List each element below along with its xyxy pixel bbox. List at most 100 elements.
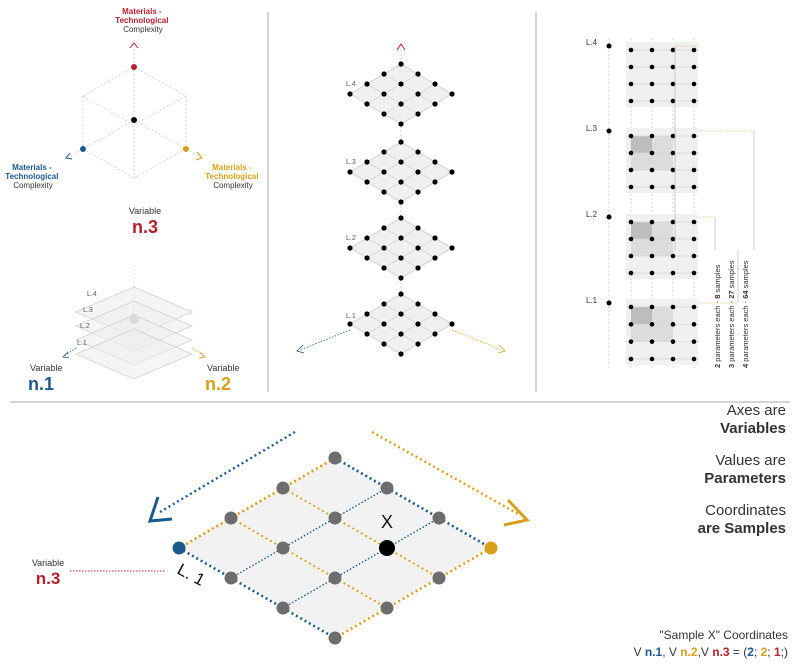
right-sample-point bbox=[649, 98, 655, 104]
middle-sample-point bbox=[415, 91, 421, 97]
middle-grid-line bbox=[383, 313, 436, 345]
svg-text:L.4: L.4 bbox=[346, 81, 356, 88]
right-sample-point bbox=[628, 184, 634, 190]
middle-sample-point bbox=[415, 245, 421, 251]
right-sample-point bbox=[649, 356, 655, 362]
right-sample-point bbox=[691, 64, 697, 70]
middle-sample-point bbox=[398, 311, 404, 317]
middle-sample-point bbox=[381, 301, 387, 307]
middle-layer-plane bbox=[349, 217, 453, 279]
middle-sample-point bbox=[449, 245, 455, 251]
right-sample-point bbox=[670, 98, 676, 104]
small-layer-labels: L.4 L.3 L.2 L.1 bbox=[77, 291, 97, 347]
large-sample-point bbox=[432, 511, 446, 525]
large-grid-line-b bbox=[334, 546, 492, 640]
right-layer-block bbox=[626, 42, 698, 107]
right-sample-point bbox=[628, 167, 634, 173]
middle-grid-line bbox=[366, 83, 419, 115]
middle-sample-point bbox=[398, 159, 404, 165]
note-3-params: 3 parameters each - 27 samples bbox=[727, 260, 736, 368]
middle-grid-line bbox=[400, 93, 453, 125]
axis-red-point bbox=[131, 64, 137, 70]
svg-text:L.4: L.4 bbox=[586, 38, 598, 47]
middle-sample-point bbox=[364, 179, 370, 185]
right-sample-point bbox=[670, 133, 676, 139]
right-sample-point bbox=[649, 236, 655, 242]
middle-sample-point bbox=[449, 169, 455, 175]
middle-sample-point bbox=[415, 321, 421, 327]
legend-values: Values are Parameters bbox=[556, 452, 786, 488]
right-sample-point bbox=[649, 339, 655, 344]
blue-axis-point bbox=[172, 541, 186, 555]
arrow-left-icon bbox=[65, 152, 73, 160]
point-x-label: X bbox=[381, 512, 393, 532]
right-sample-point bbox=[691, 322, 697, 327]
middle-sample-point bbox=[381, 341, 387, 347]
middle-grid-line bbox=[383, 83, 436, 115]
var3-value: n.3 bbox=[132, 217, 158, 237]
middle-sample-point bbox=[415, 301, 421, 307]
middle-sample-point bbox=[432, 159, 438, 165]
right-sample-point bbox=[628, 322, 634, 327]
middle-sample-point bbox=[415, 111, 421, 117]
middle-sample-point bbox=[432, 101, 438, 107]
middle-sample-point bbox=[381, 245, 387, 251]
right-sample-point bbox=[691, 253, 697, 259]
middle-sample-point bbox=[398, 139, 404, 145]
middle-grid-line bbox=[349, 141, 402, 173]
middle-grid-line bbox=[383, 227, 436, 259]
right-sample-point bbox=[649, 167, 655, 173]
right-sample-point bbox=[670, 81, 676, 87]
middle-sample-point bbox=[364, 331, 370, 337]
origin-point bbox=[131, 117, 137, 123]
middle-sample-point bbox=[415, 169, 421, 175]
right-sample-point bbox=[628, 339, 634, 344]
arrow-up-icon bbox=[129, 42, 139, 49]
right-sample-point bbox=[628, 356, 634, 362]
large-arrow-left-icon bbox=[147, 496, 173, 523]
middle-grid-line bbox=[366, 227, 419, 259]
svg-text:L.4: L.4 bbox=[87, 291, 97, 298]
right-sample-point bbox=[670, 219, 676, 225]
middle-layer-plane bbox=[349, 293, 453, 355]
note-2-params: 2 parameters each - 8 samples bbox=[713, 264, 722, 368]
middle-sample-point bbox=[381, 169, 387, 175]
bottom-var3-value: n.3 bbox=[36, 569, 61, 588]
right-sample-point bbox=[670, 270, 676, 276]
right-sample-point bbox=[649, 322, 655, 327]
middle-layer-plane bbox=[349, 141, 453, 203]
right-sample-point bbox=[670, 253, 676, 259]
svg-text:L.3: L.3 bbox=[346, 159, 356, 166]
middle-grid-line bbox=[383, 303, 436, 335]
right-sample-point bbox=[628, 81, 634, 87]
axis-red-label: Materials - Technological Complexity bbox=[115, 7, 170, 34]
right-sample-point bbox=[649, 253, 655, 259]
right-sample-point bbox=[691, 304, 697, 310]
right-sample-point bbox=[628, 219, 634, 225]
svg-text:L.1: L.1 bbox=[586, 296, 598, 305]
middle-sample-point bbox=[449, 91, 455, 97]
middle-sample-point bbox=[398, 215, 404, 221]
large-sample-point bbox=[432, 571, 446, 585]
middle-sample-point bbox=[398, 179, 404, 185]
middle-sample-point bbox=[398, 331, 404, 337]
middle-sample-point bbox=[449, 321, 455, 327]
right-sample-point bbox=[691, 81, 697, 87]
middle-sample-point bbox=[381, 321, 387, 327]
small-arrow-right-icon bbox=[198, 351, 206, 359]
layer-grids-right bbox=[606, 38, 755, 368]
large-layer-grid bbox=[172, 451, 498, 645]
middle-grid-line bbox=[400, 247, 453, 279]
middle-sample-point bbox=[347, 245, 353, 251]
sample-count-notes: 2 parameters each - 8 samples 3 paramete… bbox=[713, 260, 750, 368]
middle-layers bbox=[347, 50, 455, 357]
middle-sample-point bbox=[398, 121, 404, 127]
middle-sample-point bbox=[398, 235, 404, 241]
right-8-block bbox=[631, 307, 652, 325]
concept-legend: Axes are Variables Values are Parameters… bbox=[556, 402, 786, 552]
large-grid-line-a bbox=[178, 546, 336, 640]
large-sample-point bbox=[224, 511, 238, 525]
middle-sample-point bbox=[364, 81, 370, 87]
svg-text:L.2: L.2 bbox=[80, 323, 90, 330]
legend-axes-value: Variables bbox=[720, 420, 786, 437]
